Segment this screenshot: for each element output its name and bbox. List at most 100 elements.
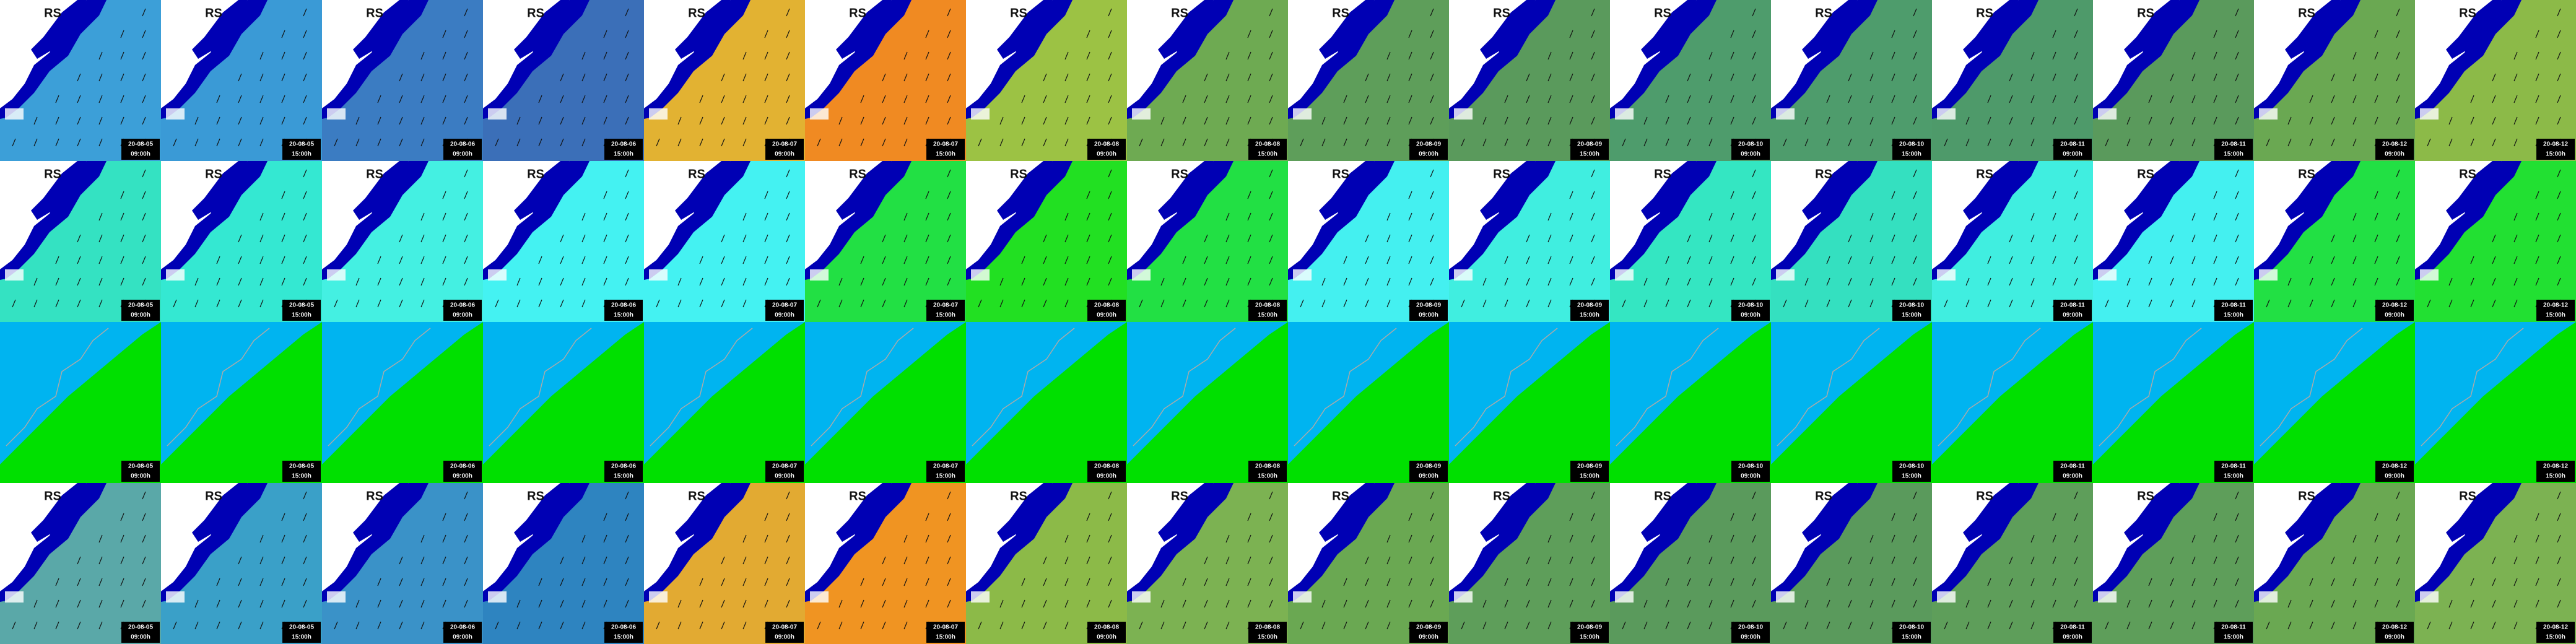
coast	[805, 0, 912, 119]
date-stamp: 20-08-12	[2543, 624, 2568, 631]
date-stamp: 20-08-11	[2221, 624, 2246, 631]
wind-arrow	[1965, 116, 1970, 125]
wind-arrow	[1687, 299, 1691, 308]
wind-arrow	[947, 256, 951, 264]
wind-arrow	[399, 621, 403, 630]
wind-arrow	[2470, 277, 2474, 286]
stamp-box	[926, 139, 965, 160]
wind-arrow	[786, 534, 790, 543]
wind-arrow	[1504, 277, 1508, 286]
wind-arrow	[978, 621, 982, 630]
wind-arrow	[1043, 299, 1047, 308]
wind-arrow	[721, 138, 725, 147]
wind-arrow	[1225, 116, 1230, 125]
legend-box	[1454, 591, 1473, 603]
wind-arrow	[1269, 169, 1273, 178]
legend-box	[1132, 108, 1151, 120]
wind-arrow	[1804, 277, 1809, 286]
wind-arrow	[1269, 599, 1273, 608]
wind-arrow	[2492, 277, 2496, 286]
wind-arrow	[999, 299, 1004, 308]
wind-arrow	[495, 299, 499, 308]
wind-arrow	[882, 599, 886, 608]
wind-arrow	[1064, 234, 1069, 243]
wind-arrow	[1021, 621, 1025, 630]
wind-arrow	[1547, 299, 1552, 308]
sea-field	[2093, 0, 2254, 161]
wind-arrow	[1730, 256, 1734, 264]
wind-arrow	[55, 599, 59, 608]
wind-arrow	[1547, 51, 1552, 60]
wind-arrow	[1160, 116, 1165, 125]
wind-arrow	[1591, 169, 1595, 178]
wind-arrow	[1021, 256, 1025, 264]
wind-arrow	[1108, 30, 1112, 38]
wind-arrow	[1247, 95, 1251, 103]
stamp-box	[282, 300, 321, 321]
wind-arrow	[2213, 30, 2217, 38]
wind-arrow	[216, 116, 220, 125]
wind-arrow	[399, 234, 403, 243]
wind-arrow	[2235, 191, 2239, 199]
wind-arrow	[1526, 116, 1530, 125]
stamp-box	[2214, 139, 2253, 160]
wind-arrow	[1526, 138, 1530, 147]
wind-arrow	[2287, 621, 2292, 630]
sea-field	[1127, 161, 1288, 322]
wind-arrow	[55, 277, 59, 286]
wind-arrow	[2557, 234, 2561, 243]
wind-arrow	[2235, 73, 2239, 82]
date-stamp: 20-08-05	[128, 302, 153, 309]
wind-arrow	[2009, 556, 2013, 565]
region-label: RS	[1976, 6, 1993, 20]
wind-arrow	[1965, 277, 1970, 286]
wind-arrow	[603, 599, 607, 608]
wind-arrow	[860, 116, 864, 125]
wind-arrow	[721, 95, 725, 103]
wind-arrow	[2191, 73, 2196, 82]
date-stamp: 20-08-08	[1255, 463, 1280, 470]
region-label: RS	[849, 489, 866, 503]
coast	[483, 483, 590, 602]
wind-arrow	[1547, 95, 1552, 103]
wind-arrow	[2074, 578, 2078, 586]
wind-arrow	[2170, 95, 2174, 103]
wind-arrow	[1182, 138, 1186, 147]
wind-arrow	[281, 513, 285, 521]
wind-arrow	[1869, 234, 1874, 243]
wind-arrow	[1365, 578, 1369, 586]
wind-arrow	[1269, 8, 1273, 17]
wind-arrow	[1365, 299, 1369, 308]
wind-arrow	[903, 599, 908, 608]
date-stamp: 20-08-10	[1899, 463, 1924, 470]
wind-arrow	[2492, 234, 2496, 243]
wind-arrow	[860, 599, 864, 608]
wind-arrow	[1869, 599, 1874, 608]
wind-arrow	[1086, 95, 1090, 103]
wind-arrow	[1869, 212, 1874, 221]
date-stamp: 20-08-10	[1738, 141, 1763, 148]
wind-arrow	[2331, 599, 2335, 608]
wind-arrow	[1752, 191, 1756, 199]
wind-arrow	[925, 73, 929, 82]
wind-arrow	[303, 578, 307, 586]
wind-arrow	[1869, 116, 1874, 125]
wind-arrow	[903, 556, 908, 565]
wind-arrow	[603, 95, 607, 103]
wind-arrow	[2557, 534, 2561, 543]
legend-box	[488, 108, 507, 120]
lagoon	[1158, 161, 1214, 220]
wind-arrow	[2148, 277, 2152, 286]
wind-arrow	[1430, 191, 1434, 199]
wind-arrow	[281, 191, 285, 199]
wind-arrow	[464, 256, 468, 264]
legend-box	[810, 108, 829, 120]
wind-arrow	[978, 299, 982, 308]
region-label: RS	[688, 6, 705, 20]
wind-arrow	[1569, 513, 1573, 521]
wind-arrow	[1204, 578, 1208, 586]
